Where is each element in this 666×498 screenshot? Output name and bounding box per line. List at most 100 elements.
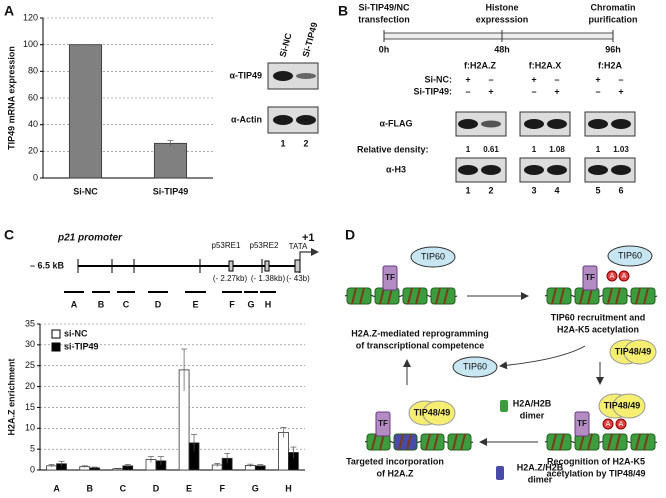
tata-position: (- 43b)	[286, 274, 310, 283]
tip48-49	[422, 400, 456, 426]
time-label: 96h	[605, 44, 621, 54]
acetyl-mark	[618, 270, 630, 282]
condition-sign: –	[595, 86, 600, 96]
group-label: f:H2A.Z	[464, 60, 496, 70]
histone-tail	[551, 287, 557, 305]
x-tick-label: C	[120, 483, 127, 493]
amplicon-label: C	[123, 299, 130, 309]
histone-tail	[579, 287, 585, 305]
acetyl-label: A	[619, 421, 624, 428]
tata-label: TATA	[289, 242, 308, 251]
panel-label: C	[4, 227, 14, 243]
lane-label: 3	[531, 185, 536, 195]
histone-tail	[406, 433, 412, 451]
re-box	[264, 260, 270, 272]
band	[611, 165, 631, 175]
legend-swatch	[51, 329, 61, 339]
y-tick-label: 30	[25, 339, 35, 349]
x-tick-label: D	[153, 483, 160, 493]
legend-label: si-NC	[64, 328, 88, 338]
nucleosome	[602, 287, 628, 305]
panel-label: D	[345, 227, 355, 243]
band	[547, 119, 567, 129]
tip60-label: TIP60	[421, 251, 445, 261]
time-label: 48h	[494, 44, 510, 54]
step-label: H2A.Z-mediated reprogramming	[351, 328, 489, 338]
condition-sign: –	[488, 74, 493, 84]
step-label: expresssion	[476, 14, 529, 24]
y-tick-label: 15	[25, 402, 35, 412]
h2a-dimer	[500, 400, 508, 412]
start-label: – 6.5 kB	[30, 260, 65, 270]
tip48-49-label: TIP48/49	[615, 346, 652, 356]
condition-sign: –	[554, 74, 559, 84]
histone-tail	[379, 287, 385, 305]
histone-tail	[460, 433, 466, 451]
condition-sign: +	[618, 86, 623, 96]
acetyl-label: A	[606, 421, 611, 428]
nucleosome	[346, 287, 372, 305]
tip60-label: TIP60	[463, 361, 487, 371]
histone-tail	[551, 433, 557, 451]
tf	[375, 411, 391, 437]
band	[296, 73, 316, 79]
histone-tail	[425, 433, 431, 451]
condition-sign: –	[465, 86, 470, 96]
element-label: p53RE2	[250, 241, 279, 250]
timeline	[383, 32, 614, 40]
histone-tail	[559, 433, 565, 451]
histone-tail	[351, 287, 357, 305]
tf	[582, 265, 598, 291]
histone-tail	[407, 287, 413, 305]
lane-label: 1	[465, 185, 470, 195]
y-tick-label: 120	[23, 12, 38, 22]
lane-label: 5	[595, 185, 600, 195]
step-label: of transcriptional competence	[356, 340, 485, 350]
re-box	[228, 260, 234, 272]
condition-sign: +	[531, 74, 536, 84]
tip48-49	[623, 339, 657, 365]
histone-tail	[379, 433, 385, 451]
element-position: (- 2.27kb)	[213, 274, 248, 283]
step-label: Si-TIP49/NC	[358, 2, 410, 12]
acetyl-label: A	[622, 273, 627, 280]
density-label: Relative density:	[357, 144, 429, 154]
nucleosome	[630, 433, 656, 451]
nucleosome	[546, 287, 572, 305]
band	[611, 119, 631, 129]
step-label: acetylation by TIP48/49	[546, 468, 645, 478]
x-tick-label: E	[186, 483, 192, 493]
amplicon-label: G	[247, 299, 254, 309]
histone-tail	[635, 287, 641, 305]
element-position: (- 1.38kb)	[251, 274, 286, 283]
dimer-label: dimer	[528, 474, 553, 484]
y-tick-label: 25	[25, 360, 35, 370]
y-tick-label: 20	[28, 146, 38, 156]
histone-tail	[433, 433, 439, 451]
x-tick-label: G	[252, 483, 259, 493]
y-tick-label: 20	[25, 381, 35, 391]
histone-tail	[415, 287, 421, 305]
lane-label: 2	[488, 185, 493, 195]
tata-box	[294, 259, 301, 273]
row-label: α-FLAG	[379, 118, 412, 128]
tip60	[452, 356, 498, 378]
y-tick-label: 100	[23, 39, 38, 49]
h2az-dimer	[496, 466, 504, 480]
lane-label: 2	[303, 138, 308, 148]
nucleosome	[447, 433, 472, 451]
time-label: 0h	[379, 44, 390, 54]
band	[524, 119, 544, 129]
histone-tail	[435, 287, 441, 305]
bar	[68, 44, 103, 179]
histone-tail	[452, 433, 458, 451]
legend-swatch	[51, 342, 61, 352]
step-label: H2A-K5 acetylation	[557, 324, 639, 334]
tip60	[607, 245, 653, 267]
step-label: Targeted incorporation	[346, 456, 444, 466]
x-tick-label: A	[53, 483, 60, 493]
histone-tail	[615, 433, 621, 451]
step-label: Recognition of H2A-K5	[547, 456, 645, 466]
histone-tail	[398, 433, 404, 451]
